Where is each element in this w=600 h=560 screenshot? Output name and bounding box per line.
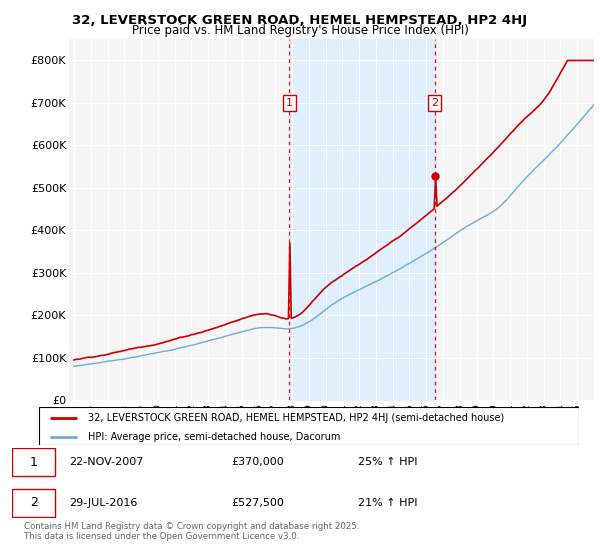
Text: 32, LEVERSTOCK GREEN ROAD, HEMEL HEMPSTEAD, HP2 4HJ: 32, LEVERSTOCK GREEN ROAD, HEMEL HEMPSTE…	[73, 14, 527, 27]
Text: Contains HM Land Registry data © Crown copyright and database right 2025.
This d: Contains HM Land Registry data © Crown c…	[24, 522, 359, 542]
Text: Price paid vs. HM Land Registry's House Price Index (HPI): Price paid vs. HM Land Registry's House …	[131, 24, 469, 37]
Text: 22-NOV-2007: 22-NOV-2007	[70, 457, 144, 467]
Text: 25% ↑ HPI: 25% ↑ HPI	[358, 457, 417, 467]
Text: £527,500: £527,500	[231, 498, 284, 507]
Text: 29-JUL-2016: 29-JUL-2016	[70, 498, 138, 507]
FancyBboxPatch shape	[12, 488, 55, 516]
Text: £370,000: £370,000	[231, 457, 284, 467]
Text: 1: 1	[29, 455, 38, 469]
Text: 2: 2	[29, 496, 38, 509]
Text: 1: 1	[286, 98, 293, 108]
FancyBboxPatch shape	[12, 448, 55, 476]
Text: HPI: Average price, semi-detached house, Dacorum: HPI: Average price, semi-detached house,…	[88, 432, 340, 442]
Text: 2: 2	[431, 98, 438, 108]
Text: 32, LEVERSTOCK GREEN ROAD, HEMEL HEMPSTEAD, HP2 4HJ (semi-detached house): 32, LEVERSTOCK GREEN ROAD, HEMEL HEMPSTE…	[88, 413, 504, 423]
Text: 21% ↑ HPI: 21% ↑ HPI	[358, 498, 417, 507]
